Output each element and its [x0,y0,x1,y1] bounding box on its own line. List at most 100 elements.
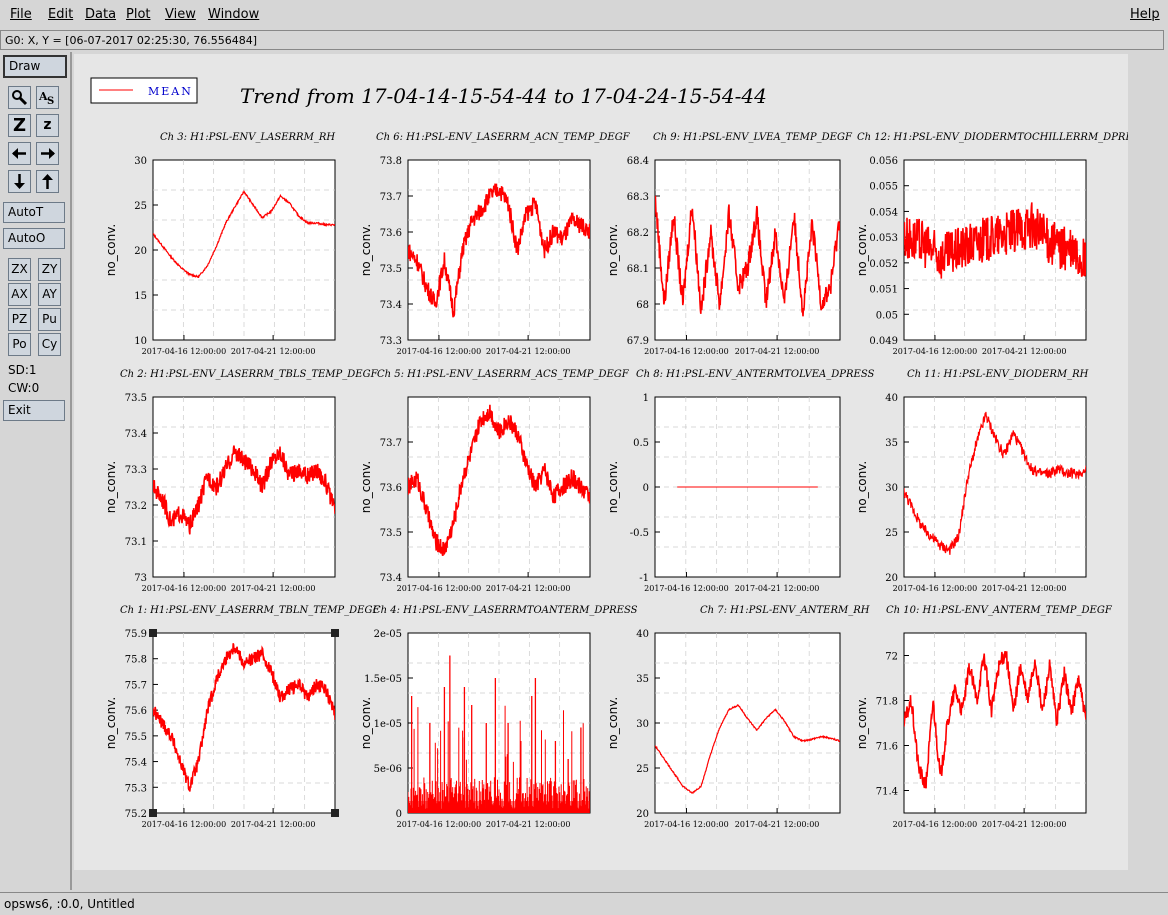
po-button[interactable]: Po [8,333,31,356]
x-tick-label: 2017-04-16 12:00:00 [397,584,482,593]
y-axis-label: no_conv. [855,224,869,276]
series-mean [408,183,590,318]
cy-button[interactable]: Cy [38,333,61,356]
y-tick-label: 73.3 [380,336,402,347]
series-mean [153,445,335,535]
y-tick-label: 72 [885,652,898,663]
chart-title: Ch 5: H1:PSL-ENV_LASERRM_ACS_TEMP_DEGF [377,369,630,380]
series-mean [904,202,1086,279]
exit-button[interactable]: Exit [3,400,65,421]
y-tick-label: 0.054 [869,207,898,218]
y-axis-label: no_conv. [104,461,118,513]
status-bar: opsws6, :0.0, Untitled [0,892,1168,914]
chart-ch2[interactable]: Ch 2: H1:PSL-ENV_LASERRM_TBLS_TEMP_DEGF 7… [104,369,379,593]
sd-label: SD:1 [8,363,37,377]
y-tick-label: 2e-05 [374,629,402,640]
arrow-left-icon[interactable] [8,142,31,165]
chart-ch1[interactable]: Ch 1: H1:PSL-ENV_LASERRM_TBLN_TEMP_DEGF 7… [104,605,380,829]
y-axis-label: no_conv. [359,224,373,276]
y-tick-label: 0.05 [876,310,898,321]
chart-ch10[interactable]: Ch 10: H1:PSL-ENV_ANTERM_TEMP_DEGF 71.4 71… [855,605,1113,829]
ay-button[interactable]: AY [38,283,61,306]
chart-title: Ch 6: H1:PSL-ENV_LASERRM_ACN_TEMP_DEGF [376,132,631,143]
coordinate-readout: G0: X, Y = [06-07-2017 02:25:30, 76.5564… [0,30,1164,50]
chart-ch11[interactable]: Ch 11: H1:PSL-ENV_DIODERM_RH 20 25 30 35 40 20… [855,369,1089,593]
svg-text:S: S [47,96,54,107]
y-tick-label: 0.051 [869,285,898,296]
autoo-button[interactable]: AutoO [3,228,65,249]
y-axis-label: no_conv. [359,461,373,513]
selection-handle[interactable] [149,809,157,817]
y-tick-label: 1 [643,393,649,404]
zy-button[interactable]: ZY [38,258,61,281]
x-tick-label: 2017-04-16 12:00:00 [397,820,482,829]
menu-window[interactable]: Window [208,7,259,22]
zx-button[interactable]: ZX [8,258,31,281]
y-tick-label: 75.3 [125,783,147,794]
svg-text:A: A [38,90,48,103]
menu-edit[interactable]: Edit [48,7,73,22]
chart-title: Ch 1: H1:PSL-ENV_LASERRM_TBLN_TEMP_DEGF [120,605,380,616]
x-tick-label: 2017-04-21 12:00:00 [231,347,316,356]
y-tick-label: 73 [134,573,147,584]
menu-view[interactable]: View [165,7,196,22]
zoom-in-button[interactable]: Z [8,114,31,137]
y-tick-label: 30 [636,719,649,730]
y-tick-label: 75.6 [125,706,147,717]
menu-file[interactable]: File [10,7,32,22]
x-tick-label: 2017-04-21 12:00:00 [735,347,820,356]
menu-plot[interactable]: Plot [126,7,151,22]
selection-handle[interactable] [331,629,339,637]
menu-data[interactable]: Data [85,7,116,22]
legend-box: MEAN [90,77,198,104]
x-tick-label: 2017-04-21 12:00:00 [231,820,316,829]
arrow-up-icon[interactable] [36,170,59,193]
y-axis-label: no_conv. [104,697,118,749]
y-tick-label: 0.049 [869,336,898,347]
arrow-down-icon[interactable] [8,170,31,193]
chart-ch7[interactable]: Ch 7: H1:PSL-ENV_ANTERM_RH 20 25 30 35 40 2017… [606,605,870,829]
menu-edit-label: Edit [48,7,74,22]
menu-bar: File Edit Data Plot View Window Help [0,0,1168,30]
chart-ch12[interactable]: Ch 12: H1:PSL-ENV_DIODERMTOCHILLERRM_DPR… [855,132,1128,356]
chart-ch4[interactable]: Ch 4: H1:PSL-ENV_LASERRMTOANTERM_DPRESS 0… [359,605,638,829]
x-tick-label: 2017-04-21 12:00:00 [735,820,820,829]
arrow-right-icon[interactable] [36,142,59,165]
chart-ch6[interactable]: Ch 6: H1:PSL-ENV_LASERRM_ACN_TEMP_DEGF 73… [359,132,631,356]
y-tick-label: 73.7 [380,438,402,449]
chart-ch5[interactable]: Ch 5: H1:PSL-ENV_LASERRM_ACS_TEMP_DEGF 73… [359,369,630,593]
chart-ch3[interactable]: Ch 3: H1:PSL-ENV_LASERRM_RH 10 15 20 25 30 201… [104,132,336,356]
selection-handle[interactable] [149,629,157,637]
ax-button[interactable]: AX [8,283,31,306]
y-tick-label: 25 [885,528,898,539]
chart-ch9[interactable]: Ch 9: H1:PSL-ENV_LVEA_TEMP_DEGF 67.9 68 68.… [606,132,853,356]
x-tick-label: 2017-04-21 12:00:00 [982,820,1067,829]
y-tick-label: 20 [134,246,147,257]
magnify-icon[interactable] [8,86,31,109]
y-tick-label: 67.9 [627,336,649,347]
pu-button[interactable]: Pu [38,308,61,331]
pz-button[interactable]: PZ [8,308,31,331]
y-axis-label: no_conv. [855,697,869,749]
y-axis-label: no_conv. [606,461,620,513]
y-tick-label: -0.5 [630,528,649,539]
y-tick-label: 73.4 [380,573,402,584]
chart-title: Ch 4: H1:PSL-ENV_LASERRMTOANTERM_DPRESS [373,605,638,616]
y-tick-label: 71.8 [876,697,898,708]
y-tick-label: 73.4 [125,429,147,440]
y-tick-label: 73.6 [380,483,402,494]
draw-button[interactable]: Draw [3,55,67,78]
y-tick-label: 68.3 [627,192,649,203]
zoom-out-button[interactable]: z [36,114,59,137]
menu-help[interactable]: Help [1130,7,1160,22]
chart-ch8[interactable]: Ch 8: H1:PSL-ENV_ANTERMTOLVEA_DPRESS -1 -0… [606,369,875,593]
y-tick-label: 68.2 [627,228,649,239]
autot-button[interactable]: AutoT [3,202,65,223]
selection-handle[interactable] [331,809,339,817]
y-tick-label: 75.4 [125,758,147,769]
y-tick-label: 0.5 [633,438,649,449]
series-mean [655,704,840,795]
y-tick-label: 0.056 [869,156,898,167]
x-tick-label: 2017-04-21 12:00:00 [486,584,571,593]
